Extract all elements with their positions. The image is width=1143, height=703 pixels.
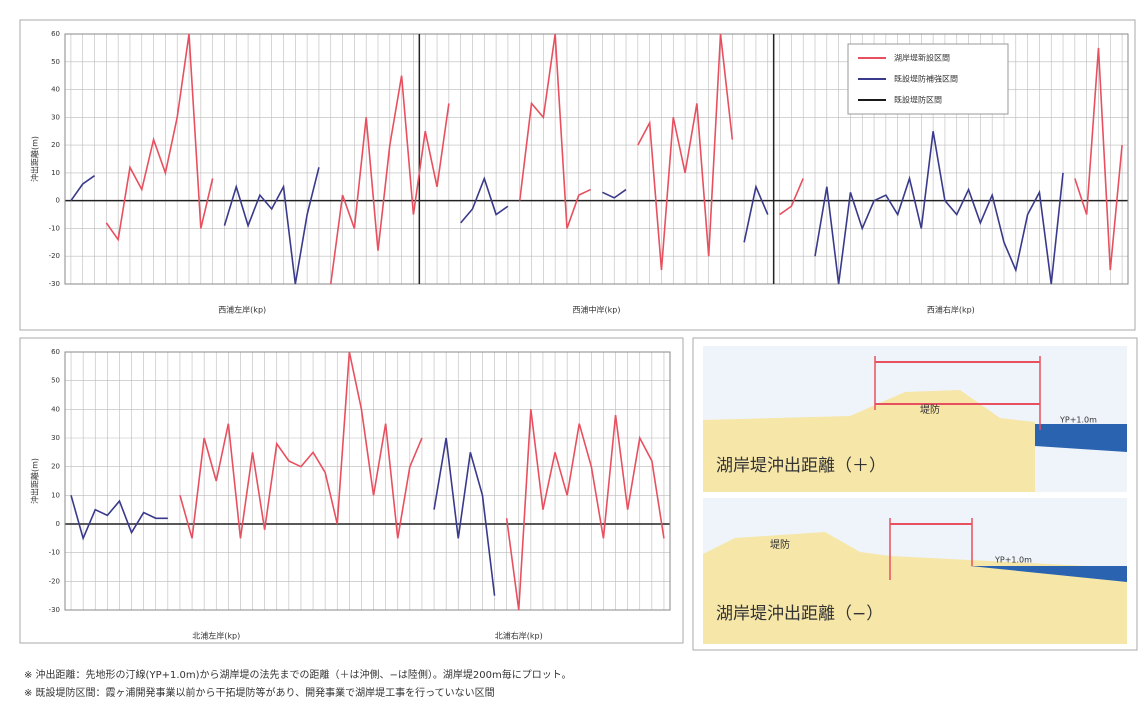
y-tick-label: 60	[51, 30, 60, 38]
legend-label: 既設堤防補強区間	[894, 74, 958, 84]
y-axis-label: 沖出距離(m)	[30, 136, 40, 182]
caption: 湖岸堤沖出距離（＋）	[716, 456, 886, 476]
water-level-label: YP+1.0m	[994, 556, 1032, 565]
y-tick-label: 50	[51, 377, 60, 385]
levee-label: 堤防	[770, 538, 790, 551]
footnote: ※ 既設堤防区間：霞ヶ浦開発事業以前から干拓堤防等があり、開発事業で湖岸堤工事を…	[24, 684, 495, 699]
section-label: 西浦右岸(kp)	[927, 305, 975, 315]
y-tick-label: 0	[56, 520, 60, 528]
legend-label: 既設堤防区間	[894, 95, 942, 105]
section-label: 西浦中岸(kp)	[573, 305, 621, 315]
y-tick-label: 10	[51, 491, 60, 499]
y-tick-label: 60	[51, 348, 60, 356]
y-tick-label: -10	[49, 549, 60, 557]
water-level-label: YP+1.0m	[1059, 416, 1097, 425]
y-tick-label: 20	[51, 141, 60, 149]
y-tick-label: 50	[51, 58, 60, 66]
caption: 湖岸堤沖出距離（−）	[716, 604, 883, 624]
diagram-plus: 堤防 YP+1.0m 湖岸堤沖出距離（＋）	[703, 346, 1127, 492]
y-tick-label: 40	[51, 405, 60, 413]
y-tick-label: 40	[51, 86, 60, 94]
y-axis-label: 沖出距離(m)	[30, 458, 40, 504]
diagram-minus: 堤防 YP+1.0m 湖岸堤沖出距離（−）	[703, 498, 1127, 644]
y-tick-label: -20	[49, 252, 60, 260]
y-tick-label: 30	[51, 113, 60, 121]
page: 堤防 YP+1.0m 湖岸堤沖出距離（＋） 堤防 YP+1.0m 湖岸堤沖出距離…	[0, 0, 1143, 703]
section-label: 北浦左岸(kp)	[192, 631, 240, 641]
y-tick-label: -20	[49, 577, 60, 585]
section-label: 北浦右岸(kp)	[495, 631, 543, 641]
figure: 堤防 YP+1.0m 湖岸堤沖出距離（＋） 堤防 YP+1.0m 湖岸堤沖出距離…	[0, 0, 1143, 660]
y-tick-label: 0	[56, 197, 60, 205]
y-tick-label: -10	[49, 224, 60, 232]
y-tick-label: 30	[51, 434, 60, 442]
y-tick-label: -30	[49, 280, 60, 288]
y-tick-label: -30	[49, 606, 60, 614]
y-tick-label: 10	[51, 169, 60, 177]
legend-label: 湖岸堤新設区間	[894, 53, 950, 63]
section-label: 西浦左岸(kp)	[218, 305, 266, 315]
y-tick-label: 20	[51, 463, 60, 471]
levee-label: 堤防	[920, 403, 940, 416]
footnote: ※ 沖出距離：先地形の汀線(YP+1.0m)から湖岸堤の法先までの距離（＋は沖側…	[24, 666, 572, 681]
